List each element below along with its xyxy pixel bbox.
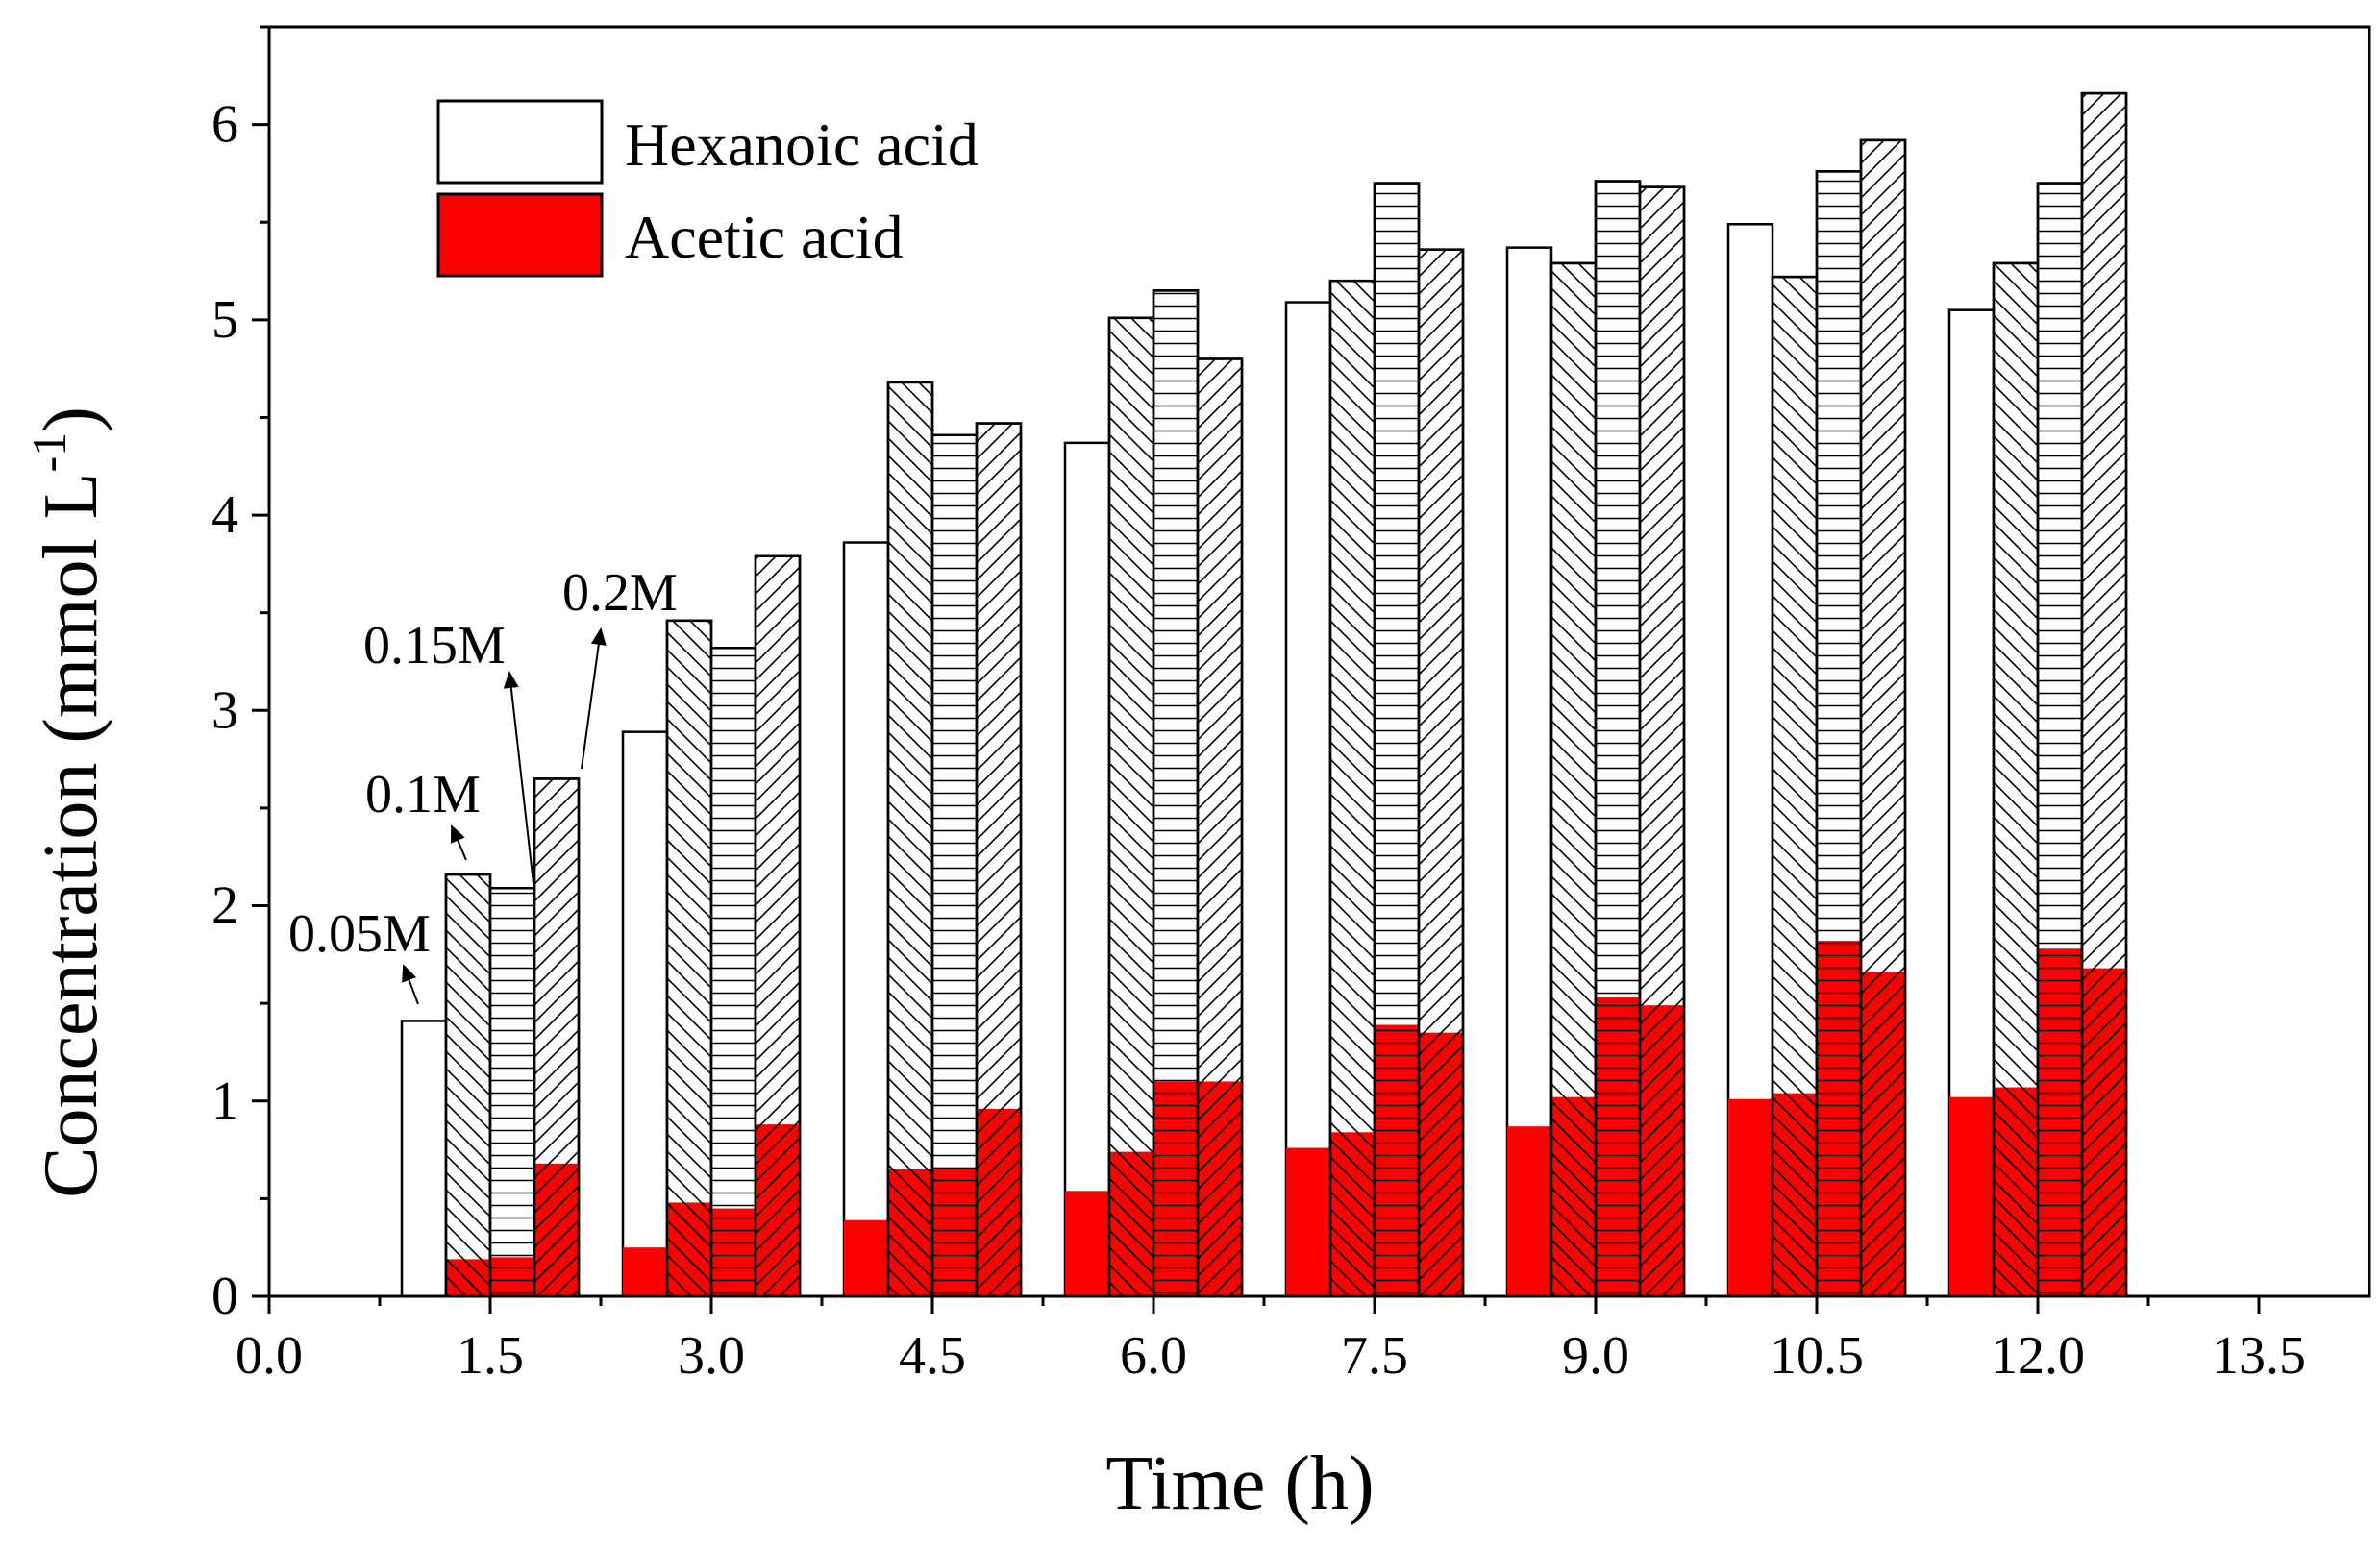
bar-hatch [444, 873, 492, 1298]
bar-acetic [623, 1247, 667, 1296]
x-tick-label: 6.0 [1120, 1326, 1187, 1386]
annotation-label: 0.1M [365, 765, 481, 824]
bar-hatch [488, 886, 536, 1298]
bar-hatch [709, 647, 757, 1298]
bar-hatch [2036, 182, 2084, 1298]
bar-hexanoic [842, 541, 890, 1298]
bar-hatch [533, 777, 581, 1298]
annotation-arrow [450, 824, 467, 861]
y-tick-label: 1 [211, 1071, 238, 1131]
bar-acetic [1949, 1096, 1994, 1296]
bar-acetic [1728, 1098, 1773, 1296]
bar-hatch [1549, 261, 1598, 1298]
bar-acetic [844, 1219, 888, 1296]
x-tick-label: 12.0 [1991, 1326, 2085, 1386]
annotation-arrow [503, 671, 534, 885]
annotation-label: 0.15M [363, 616, 506, 676]
bar-hatch [1196, 357, 1244, 1298]
bar-hatch [1859, 138, 1907, 1298]
bar-hatch [1328, 279, 1376, 1298]
bar-hatch [886, 381, 934, 1298]
bar-hexanoic [621, 730, 669, 1298]
bar-hatch [1373, 182, 1421, 1298]
y-tick-label: 4 [211, 485, 238, 545]
legend-swatch-hexanoic [436, 99, 604, 185]
annotation-arrow [402, 964, 419, 1005]
bar-acetic [1507, 1126, 1551, 1296]
bar-hexanoic [1063, 441, 1111, 1298]
bar-hatch [1771, 275, 1819, 1298]
y-tick-label: 5 [211, 290, 238, 350]
bar-hatch [930, 433, 979, 1298]
bar-hexanoic [400, 1020, 448, 1298]
bar-hatch [1992, 261, 2040, 1298]
x-axis-title: Time (h) [1105, 1441, 1374, 1526]
bar-hexanoic [1284, 301, 1332, 1298]
x-tick-label: 1.5 [457, 1326, 524, 1386]
annotation-label: 0.2M [562, 563, 678, 623]
bar-hatch [665, 619, 713, 1298]
x-tick-label: 7.5 [1341, 1326, 1408, 1386]
legend-label-acetic: Acetic acid [625, 203, 904, 271]
plot-frame [267, 25, 2371, 1298]
x-tick-label: 4.5 [899, 1326, 966, 1386]
bar-hatch [754, 554, 802, 1298]
bar-hatch [2080, 91, 2128, 1298]
bar-hatch [1594, 180, 1642, 1298]
axes-layer: 0.0 1.5 3.0 4.5 6.0 7.5 9.0 10.5 12.0 13.5 0 1 2 3 4 5 6 [211, 25, 2371, 1386]
y-axis-title-main: Concentration (mmol L [29, 472, 113, 1197]
legend-label-hexanoic: Hexanoic acid [625, 111, 979, 179]
y-axis-title: Concentration (mmol L-1) [22, 406, 113, 1198]
annotation-arrow [581, 627, 607, 770]
y-tick-label: 0 [211, 1267, 238, 1326]
x-tick-label: 13.5 [2212, 1326, 2306, 1386]
bar-acetic [1286, 1147, 1330, 1296]
annotation-layer: 0.05M 0.1M 0.15M 0.2M [288, 563, 678, 1005]
y-axis-title-sup: -1 [22, 432, 76, 473]
x-tick-label: 9.0 [1562, 1326, 1629, 1386]
y-axis-title-close: ) [29, 406, 113, 432]
x-tick-label: 10.5 [1770, 1326, 1864, 1386]
y-tick-label: 2 [211, 876, 238, 936]
legend: Hexanoic acid Acetic acid [436, 99, 979, 278]
legend-swatch-acetic [436, 192, 604, 278]
bar-hatch [975, 422, 1023, 1298]
x-tick-label: 0.0 [236, 1326, 303, 1386]
bar-hatch [1638, 185, 1686, 1298]
bar-hatch [1815, 170, 1863, 1298]
bar-hatch [1152, 289, 1200, 1298]
y-tick-label: 6 [211, 95, 238, 155]
x-tick-label: 3.0 [678, 1326, 745, 1386]
bar-acetic [1065, 1191, 1109, 1296]
y-tick-label: 3 [211, 680, 238, 740]
bar-hatch [1107, 316, 1155, 1298]
bar-hatch [1417, 248, 1465, 1298]
bars-layer [400, 91, 2128, 1298]
annotation-label: 0.05M [288, 904, 431, 964]
